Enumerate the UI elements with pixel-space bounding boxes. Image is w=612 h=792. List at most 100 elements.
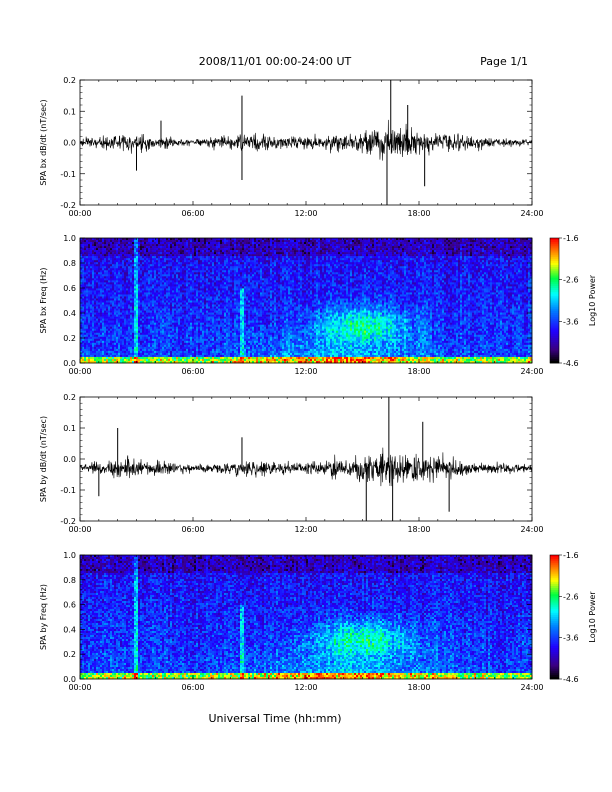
spectrogram-cell [88, 326, 91, 330]
spectrogram-cell [196, 354, 199, 358]
spectrogram-cell [212, 282, 215, 285]
spectrogram-cell [136, 244, 139, 247]
spectrogram-cell [204, 356, 207, 360]
spectrogram-cell [120, 354, 123, 358]
spectrogram-cell [106, 346, 109, 350]
spectrogram-cell [198, 336, 201, 340]
spectrogram-cell [106, 264, 109, 267]
spectrogram-cell [162, 248, 165, 251]
spectrogram-cell [218, 250, 221, 253]
spectrogram-cell [228, 320, 231, 323]
spectrogram-cell [100, 358, 103, 362]
spectrogram-cell [230, 320, 233, 323]
spectrogram-cell [84, 336, 87, 340]
spectrogram-cell [134, 254, 137, 257]
spectrogram-cell [170, 266, 173, 269]
spectrogram-cell [140, 278, 143, 281]
spectrogram-cell [100, 270, 103, 273]
spectrogram-cell [88, 262, 91, 265]
spectrogram-cell [86, 306, 89, 309]
spectrogram-cell [196, 308, 199, 311]
spectrogram-cell [138, 306, 141, 309]
spectrogram-cell [236, 244, 239, 247]
spectrogram-cell [210, 352, 213, 356]
spectrogram-cell [192, 310, 195, 313]
spectrogram-cell [128, 294, 131, 297]
spectrogram-cell [138, 238, 141, 241]
spectrogram-cell [174, 324, 177, 328]
spectrogram-cell [102, 284, 105, 287]
spectrogram-cell [168, 338, 171, 342]
spectrogram-cell [104, 290, 107, 293]
spectrogram-cell [176, 360, 179, 364]
spectrogram-cell [136, 318, 139, 321]
spectrogram-cell [80, 252, 83, 255]
spectrogram-cell [112, 320, 115, 323]
spectrogram-cell [172, 328, 175, 332]
spectrogram-cell [80, 338, 83, 342]
spectrogram-cell [116, 348, 119, 352]
spectrogram-cell [220, 246, 223, 249]
spectrogram-cell [110, 360, 113, 364]
spectrogram-cell [158, 274, 161, 277]
spectrogram-cell [216, 296, 219, 299]
spectrogram-cell [92, 270, 95, 273]
spectrogram-cell [86, 302, 89, 305]
spectrogram-cell [102, 274, 105, 277]
spectrogram-cell [118, 356, 121, 360]
spectrogram-cell [146, 262, 149, 265]
spectrogram-cell [218, 334, 221, 338]
spectrogram-cell [174, 276, 177, 279]
spectrogram-cell [90, 306, 93, 309]
spectrogram-cell [212, 348, 215, 352]
spectrogram-cell [106, 340, 109, 344]
spectrogram-cell [200, 248, 203, 251]
spectrogram-cell [172, 314, 175, 317]
spectrogram-cell [174, 290, 177, 293]
spectrogram-cell [196, 260, 199, 263]
spectrogram-cell [84, 256, 87, 259]
spectrogram-cell [194, 266, 197, 269]
spectrogram-cell [208, 240, 211, 243]
spectrogram-cell [140, 320, 143, 323]
spectrogram-cell [222, 332, 225, 336]
spectrogram-cell [176, 340, 179, 344]
spectrogram-cell [120, 262, 123, 265]
spectrogram-cell [96, 330, 99, 334]
spectrogram-cell [96, 318, 99, 321]
spectrogram-cell [94, 352, 97, 356]
spectrogram-cell [88, 254, 91, 257]
spectrogram-cell [236, 276, 239, 279]
spectrogram-cell [110, 254, 113, 257]
spectrogram-cell [120, 238, 123, 241]
spectrogram-cell [138, 318, 141, 321]
spectrogram-cell [124, 258, 127, 261]
spectrogram-cell [176, 298, 179, 301]
spectrogram-cell [140, 240, 143, 243]
spectrogram-cell [104, 326, 107, 330]
spectrogram-cell [130, 280, 133, 283]
spectrogram-cell [170, 288, 173, 291]
spectrogram-cell [132, 318, 135, 321]
spectrogram-cell [98, 320, 101, 323]
spectrogram-cell [236, 310, 239, 313]
spectrogram-cell [134, 256, 137, 259]
spectrogram-cell [152, 300, 155, 303]
spectrogram-cell [200, 294, 203, 297]
spectrogram-cell [214, 348, 217, 352]
spectrogram-cell [186, 338, 189, 342]
spectrogram-cell [150, 240, 153, 243]
spectrogram-cell [154, 288, 157, 291]
spectrogram-cell [90, 340, 93, 344]
spectrogram-cell [178, 270, 181, 273]
spectrogram-cell [196, 276, 199, 279]
spectrogram-cell [110, 304, 113, 307]
spectrogram-cell [144, 290, 147, 293]
spectrogram-cell [236, 238, 239, 241]
spectrogram-cell [232, 284, 235, 287]
spectrogram-cell [112, 270, 115, 273]
spectrogram-cell [156, 282, 159, 285]
spectrogram-cell [88, 244, 91, 247]
spectrogram-cell [196, 326, 199, 330]
